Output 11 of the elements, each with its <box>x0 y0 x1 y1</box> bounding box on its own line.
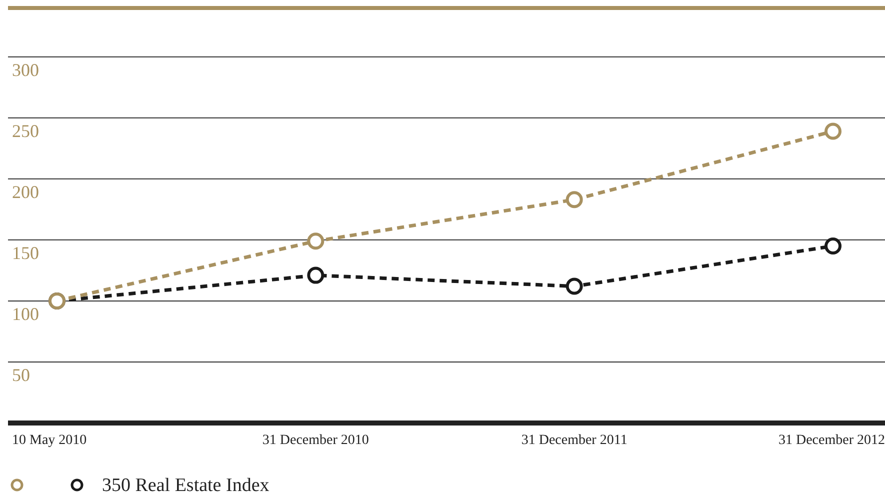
x-tick-label: 10 May 2010 <box>12 433 87 448</box>
y-tick-label: 50 <box>12 364 30 385</box>
y-tick-label: 300 <box>12 60 39 80</box>
y-tick-label: 250 <box>12 120 39 141</box>
y-tick-label: 100 <box>12 304 39 324</box>
legend-label: 350 Real Estate Index <box>102 475 270 495</box>
x-tick-label: 31 December 2011 <box>521 433 628 448</box>
y-tick-label: 200 <box>12 182 39 202</box>
y-tick-label: 150 <box>12 242 39 263</box>
x-tick-label: 31 December 2010 <box>262 433 369 448</box>
x-tick-label: 31 December 2012 <box>778 433 885 448</box>
